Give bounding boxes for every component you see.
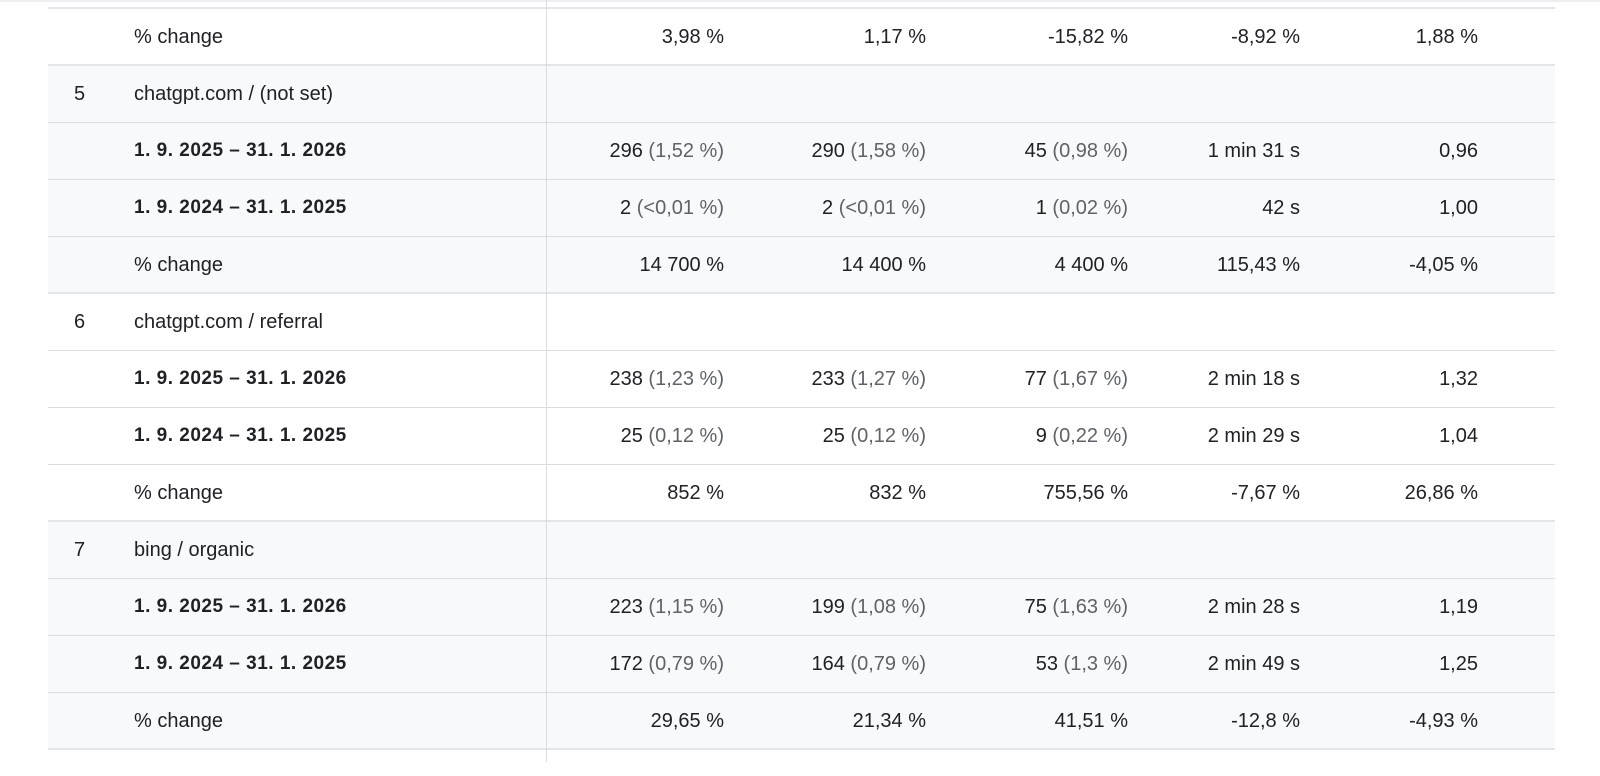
metric-cell: 2 min 18 s bbox=[1207, 368, 1300, 390]
row-rank: 5 bbox=[74, 83, 86, 105]
change-value: 29,65 % bbox=[650, 710, 724, 732]
metric-cell: 2 (<0,01 %) bbox=[620, 197, 724, 219]
metric-cell: 9 (0,22 %) bbox=[1035, 425, 1128, 447]
top-border bbox=[0, 0, 1600, 2]
change-value: 14 700 % bbox=[639, 254, 724, 276]
metric-cell: 77 (1,67 %) bbox=[1024, 368, 1128, 390]
source-medium-label: chatgpt.com / (not set) bbox=[134, 83, 333, 105]
table-row-change[interactable]: % change 852 % 832 % 755,56 % -7,67 % 26… bbox=[48, 465, 1555, 522]
metric-cell: 25 (0,12 %) bbox=[620, 425, 724, 447]
table-row-previous-period[interactable]: 1. 9. 2024 – 31. 1. 2025 172 (0,79 %) 16… bbox=[48, 636, 1555, 693]
row-label: % change bbox=[134, 254, 223, 276]
change-value: 115,43 % bbox=[1216, 254, 1300, 276]
row-label: % change bbox=[134, 26, 223, 48]
metric-cell: 42 s bbox=[1262, 197, 1300, 219]
change-value: -15,82 % bbox=[1047, 26, 1128, 48]
metric-cell: 1,00 bbox=[1439, 197, 1478, 219]
metric-cell: 1 (0,02 %) bbox=[1035, 197, 1128, 219]
metric-cell: 199 (1,08 %) bbox=[811, 596, 926, 618]
table-row-current-period[interactable]: 1. 9. 2025 – 31. 1. 2026 296 (1,52 %) 29… bbox=[48, 123, 1555, 180]
metric-cell: 1,19 bbox=[1439, 596, 1478, 618]
metric-cell: 223 (1,15 %) bbox=[609, 596, 724, 618]
source-medium-label: bing / organic bbox=[134, 539, 255, 561]
metric-cell: 2 min 49 s bbox=[1207, 653, 1300, 675]
date-range-label: 1. 9. 2025 – 31. 1. 2026 bbox=[134, 368, 347, 389]
change-value: -4,05 % bbox=[1409, 254, 1478, 276]
metric-cell: 2 min 28 s bbox=[1207, 596, 1300, 618]
table-row-current-period[interactable]: 1. 9. 2025 – 31. 1. 2026 238 (1,23 %) 23… bbox=[48, 351, 1555, 408]
change-value: 755,56 % bbox=[1043, 482, 1128, 504]
table-row-group-header[interactable]: 5 chatgpt.com / (not set) bbox=[48, 66, 1555, 123]
change-value: 41,51 % bbox=[1054, 710, 1128, 732]
table-row-group-header[interactable]: 6 chatgpt.com / referral bbox=[48, 294, 1555, 351]
metric-cell: 1,04 bbox=[1439, 425, 1478, 447]
change-value: -8,92 % bbox=[1231, 26, 1300, 48]
change-value: 21,34 % bbox=[852, 710, 926, 732]
metric-cell: 233 (1,27 %) bbox=[811, 368, 926, 390]
metric-cell: 296 (1,52 %) bbox=[609, 140, 724, 162]
table-row-group-header[interactable]: 7 bing / organic bbox=[48, 522, 1555, 579]
date-range-label: 1. 9. 2024 – 31. 1. 2025 bbox=[134, 653, 347, 674]
table-row-current-period[interactable]: 1. 9. 2025 – 31. 1. 2026 223 (1,15 %) 19… bbox=[48, 579, 1555, 636]
metric-cell: 75 (1,63 %) bbox=[1024, 596, 1128, 618]
metric-cell: 1 min 31 s bbox=[1207, 140, 1300, 162]
table-row-previous-period[interactable]: 1. 9. 2024 – 31. 1. 2025 25 (0,12 %) 25 … bbox=[48, 408, 1555, 465]
date-range-label: 1. 9. 2024 – 31. 1. 2025 bbox=[134, 197, 347, 218]
metric-cell: 1,32 bbox=[1439, 368, 1478, 390]
metric-cell: 1,25 bbox=[1439, 653, 1478, 675]
row-label: % change bbox=[134, 482, 223, 504]
comparison-table: % change 3,98 % 1,17 % -15,82 % -8,92 % … bbox=[48, 0, 1555, 762]
metric-cell: 2 (<0,01 %) bbox=[822, 197, 926, 219]
change-value: 1,88 % bbox=[1415, 26, 1478, 48]
metric-cell: 2 min 29 s bbox=[1207, 425, 1300, 447]
change-value: 14 400 % bbox=[841, 254, 926, 276]
date-range-label: 1. 9. 2024 – 31. 1. 2025 bbox=[134, 425, 347, 446]
table-row-change[interactable]: % change 14 700 % 14 400 % 4 400 % 115,4… bbox=[48, 237, 1555, 294]
metric-cell: 172 (0,79 %) bbox=[609, 653, 724, 675]
metric-cell: 290 (1,58 %) bbox=[811, 140, 926, 162]
change-value: -7,67 % bbox=[1231, 482, 1300, 504]
change-value: 3,98 % bbox=[661, 26, 724, 48]
change-value: -4,93 % bbox=[1409, 710, 1478, 732]
table-row-change[interactable]: % change 29,65 % 21,34 % 41,51 % -12,8 %… bbox=[48, 693, 1555, 750]
row-rank: 6 bbox=[74, 311, 86, 333]
change-value: 852 % bbox=[667, 482, 724, 504]
source-medium-label: chatgpt.com / referral bbox=[134, 311, 323, 333]
metric-cell: 238 (1,23 %) bbox=[609, 368, 724, 390]
metric-cell: 45 (0,98 %) bbox=[1024, 140, 1128, 162]
metric-cell: 0,96 bbox=[1439, 140, 1478, 162]
row-rank: 7 bbox=[74, 539, 86, 561]
date-range-label: 1. 9. 2025 – 31. 1. 2026 bbox=[134, 140, 347, 161]
metric-cell: 164 (0,79 %) bbox=[811, 653, 926, 675]
change-value: -12,8 % bbox=[1231, 710, 1300, 732]
table-row-previous-period[interactable]: 1. 9. 2024 – 31. 1. 2025 2 (<0,01 %) 2 (… bbox=[48, 180, 1555, 237]
row-label: % change bbox=[134, 710, 223, 732]
change-value: 4 400 % bbox=[1054, 254, 1128, 276]
metric-cell: 53 (1,3 %) bbox=[1035, 653, 1128, 675]
metric-cell: 25 (0,12 %) bbox=[822, 425, 926, 447]
change-value: 1,17 % bbox=[863, 26, 926, 48]
change-value: 832 % bbox=[869, 482, 926, 504]
date-range-label: 1. 9. 2025 – 31. 1. 2026 bbox=[134, 596, 347, 617]
table-row-change[interactable]: % change 3,98 % 1,17 % -15,82 % -8,92 % … bbox=[48, 9, 1555, 66]
column-divider bbox=[546, 0, 547, 762]
change-value: 26,86 % bbox=[1404, 482, 1478, 504]
